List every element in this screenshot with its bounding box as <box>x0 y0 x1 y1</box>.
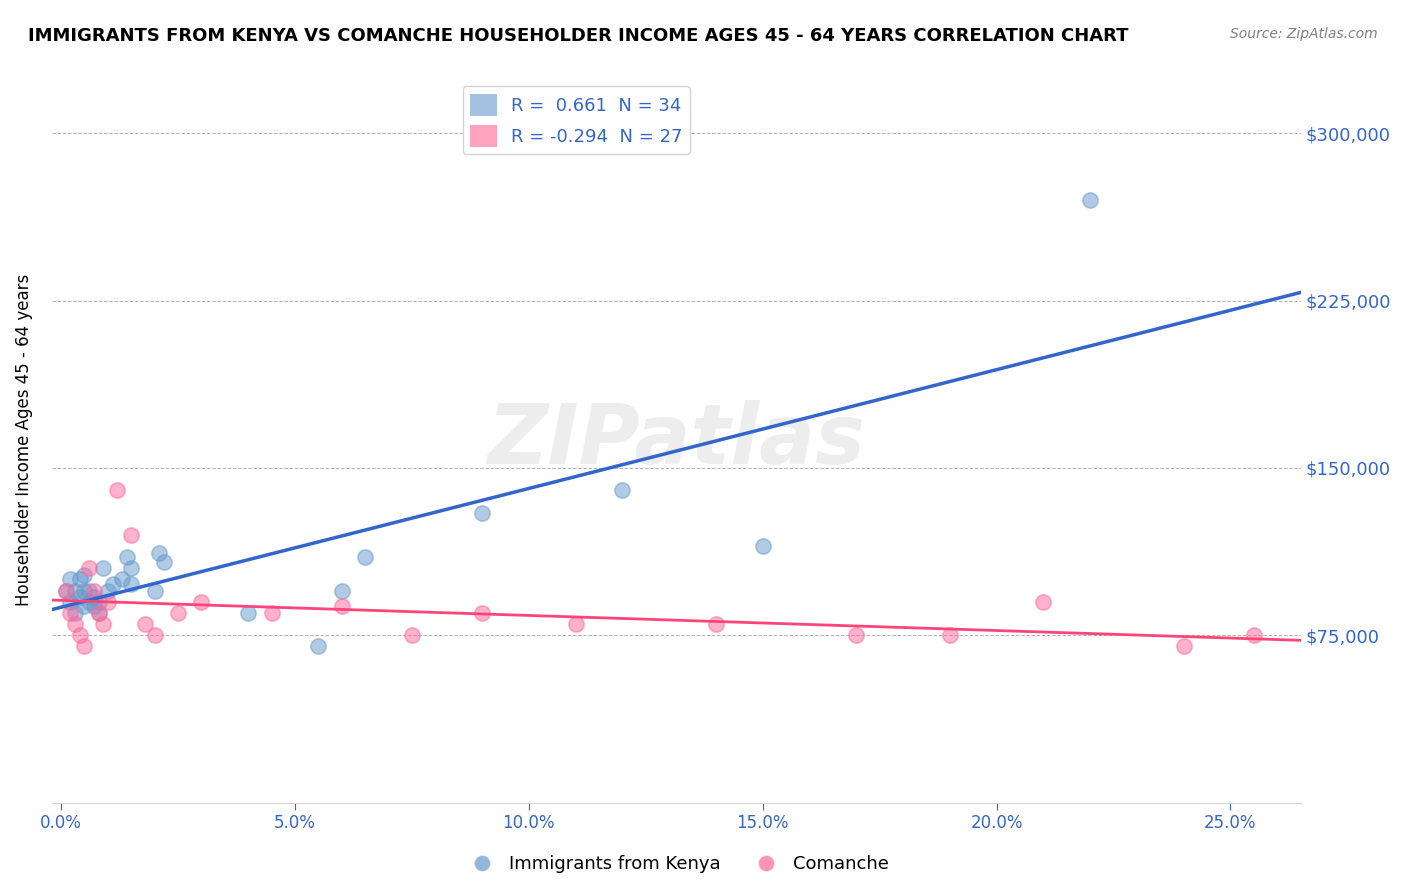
Point <box>148 546 170 560</box>
Point <box>1173 640 1195 654</box>
Point <box>1243 628 1265 642</box>
Point <box>471 506 494 520</box>
Point <box>238 606 260 620</box>
Point <box>73 568 96 582</box>
Point <box>73 599 96 614</box>
Point <box>77 561 100 575</box>
Point <box>87 606 110 620</box>
Point <box>77 595 100 609</box>
Point <box>190 595 212 609</box>
Point <box>845 628 868 642</box>
Point <box>120 561 142 575</box>
Point <box>59 573 82 587</box>
Point <box>105 483 128 498</box>
Point <box>260 606 283 620</box>
Point <box>115 550 138 565</box>
Point <box>153 555 176 569</box>
Point <box>143 628 166 642</box>
Point <box>751 539 773 553</box>
Point <box>69 573 91 587</box>
Point <box>612 483 634 498</box>
Point <box>354 550 377 565</box>
Point <box>73 583 96 598</box>
Point <box>63 617 86 632</box>
Point <box>63 606 86 620</box>
Point <box>73 640 96 654</box>
Text: ZIPatlas: ZIPatlas <box>488 400 865 481</box>
Point <box>401 628 423 642</box>
Point <box>704 617 727 632</box>
Point <box>87 595 110 609</box>
Point <box>97 595 120 609</box>
Point <box>83 599 105 614</box>
Point <box>59 595 82 609</box>
Point <box>91 617 114 632</box>
Point <box>101 577 124 591</box>
Point <box>120 577 142 591</box>
Point <box>1078 193 1101 207</box>
Text: Source: ZipAtlas.com: Source: ZipAtlas.com <box>1230 27 1378 41</box>
Point <box>143 583 166 598</box>
Point <box>330 599 353 614</box>
Point <box>59 606 82 620</box>
Point <box>77 583 100 598</box>
Point <box>91 561 114 575</box>
Point <box>83 583 105 598</box>
Y-axis label: Householder Income Ages 45 - 64 years: Householder Income Ages 45 - 64 years <box>15 274 32 607</box>
Point <box>69 591 91 605</box>
Point <box>63 583 86 598</box>
Point <box>564 617 586 632</box>
Point <box>134 617 156 632</box>
Point <box>939 628 962 642</box>
Point <box>1032 595 1054 609</box>
Point <box>111 573 134 587</box>
Point <box>330 583 353 598</box>
Point <box>471 606 494 620</box>
Point <box>307 640 329 654</box>
Point <box>55 583 77 598</box>
Point <box>55 583 77 598</box>
Text: IMMIGRANTS FROM KENYA VS COMANCHE HOUSEHOLDER INCOME AGES 45 - 64 YEARS CORRELAT: IMMIGRANTS FROM KENYA VS COMANCHE HOUSEH… <box>28 27 1129 45</box>
Point <box>83 591 105 605</box>
Point <box>120 528 142 542</box>
Legend: R =  0.661  N = 34, R = -0.294  N = 27: R = 0.661 N = 34, R = -0.294 N = 27 <box>463 87 690 154</box>
Point <box>167 606 190 620</box>
Point <box>69 628 91 642</box>
Point <box>97 583 120 598</box>
Point <box>87 606 110 620</box>
